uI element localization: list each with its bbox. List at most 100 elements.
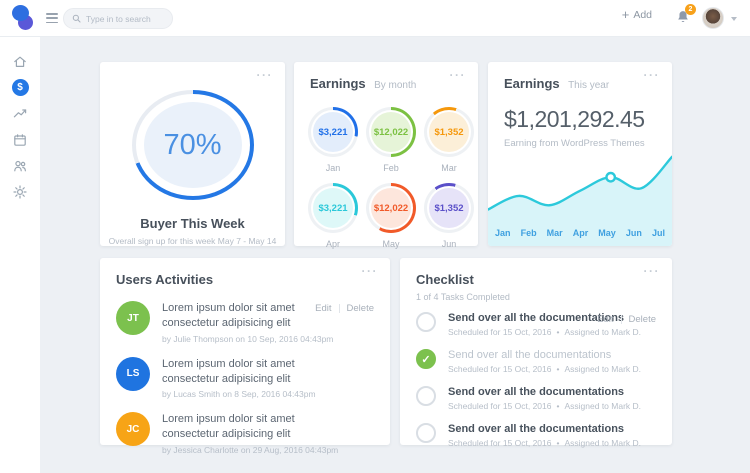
task-title: Send over all the documentations <box>448 349 612 361</box>
task-title: Send over all the documentations <box>448 386 625 398</box>
sidebar-item-calendar[interactable] <box>11 131 29 148</box>
more-options-icon[interactable]: ··· <box>256 68 273 82</box>
month-stat[interactable]: $3,221 Apr <box>308 183 358 249</box>
sidebar-item-users[interactable] <box>11 157 29 174</box>
stat-fill <box>371 188 411 228</box>
checklist-item: Send over all the documentations Schedul… <box>416 349 656 374</box>
chart-label: Jun <box>625 228 642 238</box>
users-icon <box>14 160 26 171</box>
logo-circle-blue <box>12 5 29 21</box>
activity-text: Lorem ipsum dolor sit amet consectetur a… <box>162 357 295 385</box>
sidebar-item-home[interactable] <box>11 53 29 70</box>
stat-month-label: Apr <box>325 239 340 249</box>
buyer-week-card: ··· 70% Buyer This Week Overall sign up … <box>100 62 285 246</box>
chart-marker[interactable] <box>605 171 617 183</box>
task-checkbox[interactable] <box>416 312 436 332</box>
profile-chevron-down-icon[interactable] <box>731 17 737 21</box>
activity-text: Lorem ipsum dolor sit amet consectetur a… <box>162 302 295 329</box>
sidebar-item-settings[interactable] <box>11 183 29 200</box>
task-scheduled: Scheduled for 15 Oct, 2016 <box>448 327 552 337</box>
search-bar[interactable] <box>63 8 173 29</box>
task-title: Send over all the documentations <box>448 423 625 435</box>
task-scheduled: Scheduled for 15 Oct, 2016 <box>448 364 552 374</box>
stat-fill <box>313 112 353 152</box>
more-options-icon[interactable]: ··· <box>643 264 660 278</box>
stat-fill <box>371 112 411 152</box>
trend-line-icon <box>13 108 27 117</box>
task-assigned: Assigned to Mark D. <box>564 401 642 411</box>
chart-label: Apr <box>572 228 589 238</box>
sidebar-item-analytics[interactable] <box>11 105 29 122</box>
buyer-card-title: Buyer This Week <box>140 216 245 231</box>
chart-label: Jan <box>495 228 511 238</box>
task-title: Send over all the documentations <box>448 312 625 324</box>
area-chart: Jan Feb Mar Apr May Jun Jul <box>488 140 672 246</box>
task-scheduled: Scheduled for 15 Oct, 2016 <box>448 401 552 411</box>
stat-month-label: May <box>382 239 400 249</box>
stat-fill <box>429 112 469 152</box>
activity-avatar: LS <box>116 356 150 391</box>
buyer-progress-donut: 70% <box>131 90 254 200</box>
area-line <box>488 155 672 211</box>
search-input[interactable] <box>86 13 166 24</box>
edit-button[interactable]: Edit <box>315 303 332 314</box>
checklist-list: Send over all the documentations Schedul… <box>400 302 672 448</box>
activity-text: Lorem ipsum dolor sit amet consectetur a… <box>162 413 295 441</box>
meta-separator: • <box>556 364 560 374</box>
meta-separator: • <box>556 401 560 411</box>
card-subtitle: By month <box>374 80 417 91</box>
card-title: Earnings <box>504 76 560 91</box>
stat-value: $3,221 <box>318 202 348 214</box>
donut-inner-disc: 70% <box>143 102 242 188</box>
checklist-progress-text: 1 of 4 Tasks Completed <box>416 292 510 302</box>
activities-list: JT Lorem ipsum dolor sit amet consectetu… <box>100 289 390 455</box>
task-assigned: Assigned to Mark D. <box>564 364 642 374</box>
checklist-item: Send over all the documentations Schedul… <box>416 386 656 411</box>
stat-month-label: Mar <box>441 163 457 173</box>
month-stat[interactable]: $12,022 Feb <box>366 107 416 173</box>
area-chart-svg <box>488 155 672 246</box>
activity-avatar: JT <box>116 301 150 335</box>
chart-label: Jul <box>651 228 665 238</box>
month-stats-grid: $3,221 Jan $12,022 Feb $1,352 Mar $3,221… <box>294 93 485 249</box>
chart-month-labels: Jan Feb Mar Apr May Jun Jul <box>495 228 665 238</box>
area-fill <box>488 156 672 246</box>
edit-button[interactable]: Edit <box>597 314 614 325</box>
stat-month-label: Jun <box>441 239 457 249</box>
month-stat[interactable]: $1,352 Jun <box>414 173 484 249</box>
month-stat[interactable]: $12,022 May <box>366 183 416 249</box>
add-button[interactable]: + Add <box>622 8 652 21</box>
more-options-icon[interactable]: ··· <box>643 68 660 82</box>
activity-item: LS Lorem ipsum dolor sit amet consectetu… <box>116 356 374 400</box>
notifications-button[interactable]: 2 <box>675 4 696 28</box>
more-options-icon[interactable]: ··· <box>361 264 378 278</box>
chart-label: Feb <box>520 228 537 238</box>
task-checkbox[interactable] <box>416 386 436 406</box>
earnings-by-month-card: ··· Earnings By month $3,221 Jan $12,022… <box>294 62 485 249</box>
activity-item: JC Lorem ipsum dolor sit amet consectetu… <box>116 412 374 455</box>
stat-fill <box>429 188 469 228</box>
activity-byline: by Lucas Smith on 8 Sep, 2016 04:43pm <box>162 389 316 400</box>
delete-button[interactable]: Delete <box>628 314 656 325</box>
activity-byline: by Julie Thompson on 10 Sep, 2016 04:43p… <box>162 333 334 344</box>
chart-label: May <box>598 228 616 238</box>
add-button-label: Add <box>633 9 652 21</box>
delete-button[interactable]: Delete <box>346 303 374 314</box>
checklist-item: Send over all the documentations Schedul… <box>416 312 656 337</box>
month-stat[interactable]: $1,352 Mar <box>413 96 485 173</box>
app-logo[interactable] <box>11 5 39 33</box>
stat-fill <box>313 188 353 228</box>
actions-divider <box>338 304 340 313</box>
task-checkbox[interactable] <box>416 423 436 443</box>
task-scheduled: Scheduled for 15 Oct, 2016 <box>448 438 552 448</box>
buyer-percent: 70% <box>163 128 222 161</box>
sidebar-item-earnings[interactable]: $ <box>11 79 29 96</box>
more-options-icon[interactable]: ··· <box>449 68 466 82</box>
task-checkbox[interactable] <box>416 349 436 369</box>
user-avatar[interactable] <box>702 7 724 29</box>
month-stat[interactable]: $3,221 Jan <box>308 107 358 173</box>
menu-hamburger-icon[interactable] <box>46 13 58 23</box>
sidebar: $ <box>0 37 40 473</box>
actions-divider <box>620 315 622 324</box>
stat-month-label: Feb <box>383 163 399 173</box>
